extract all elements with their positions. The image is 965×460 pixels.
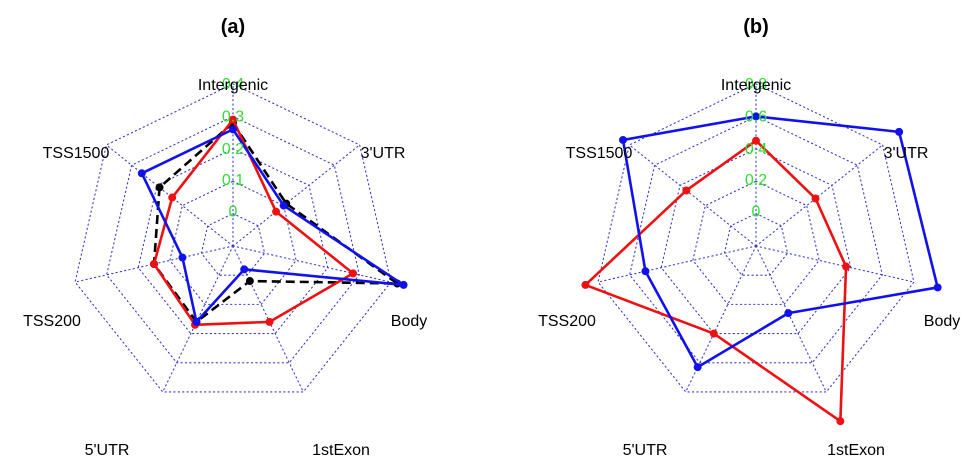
data-point — [229, 115, 237, 124]
data-point — [933, 283, 942, 292]
grid-ring — [169, 180, 297, 305]
grid-ring — [723, 212, 789, 276]
data-point — [895, 127, 904, 136]
category-label: 3'UTR — [884, 145, 929, 162]
grid-ring — [200, 212, 266, 276]
category-label: Body — [924, 313, 960, 330]
data-point — [272, 207, 281, 216]
category-label: Intergenic — [721, 77, 791, 94]
category-label: TSS1500 — [43, 145, 110, 162]
category-label: TSS1500 — [566, 145, 633, 162]
data-point — [245, 277, 254, 286]
category-label: Intergenic — [198, 77, 268, 94]
grid-spoke — [232, 245, 392, 283]
grid-spoke — [755, 245, 915, 283]
grid-ring — [629, 115, 883, 364]
data-point — [265, 317, 274, 326]
tick-label: 0 — [752, 204, 761, 221]
tick-label: 0.1 — [222, 172, 244, 189]
series-line — [584, 139, 848, 423]
data-point — [619, 135, 628, 144]
series-0 — [581, 136, 851, 426]
series-line — [152, 118, 355, 327]
category-label: 3'UTR — [361, 145, 406, 162]
grid-spoke — [162, 245, 234, 393]
radar-grid — [597, 83, 915, 393]
grid-ring — [692, 180, 820, 305]
grid-spoke — [74, 245, 234, 283]
data-point — [752, 136, 760, 145]
grid-spoke — [755, 144, 884, 247]
series-line — [152, 121, 399, 324]
category-label: Body — [391, 313, 427, 330]
data-point — [192, 317, 201, 326]
series-2 — [137, 125, 408, 326]
data-point — [279, 201, 288, 210]
series-1 — [150, 115, 358, 329]
grid-ring — [597, 83, 915, 393]
data-point — [581, 280, 590, 289]
category-labels: Intergenic 3'UTR Body 1stExon 5'UTR TSS200 TSS… — [538, 77, 960, 459]
tick-label: 0.4 — [222, 76, 244, 93]
tick-label: 0.4 — [745, 141, 767, 158]
grid-ring — [106, 115, 360, 364]
tick-label: 0 — [229, 204, 238, 221]
category-label: 5'UTR — [85, 442, 130, 459]
data-point — [155, 183, 164, 192]
data-point — [229, 125, 237, 134]
category-label: 5'UTR — [623, 442, 668, 459]
data-point — [150, 260, 159, 269]
grid-ring — [74, 83, 392, 393]
chart-title: (a) — [221, 16, 245, 38]
data-point — [168, 193, 177, 202]
grid-spoke — [105, 144, 234, 247]
data-point — [641, 267, 650, 276]
grid-ring — [137, 148, 329, 335]
data-point — [682, 186, 691, 195]
tick-label: 0.6 — [745, 108, 767, 125]
tick-labels: 0 0.1 0.2 0.3 0.4 — [222, 76, 244, 221]
category-labels: Intergenic 3'UTR Body 1stExon 5'UTR TSS200 TSS… — [23, 77, 427, 459]
data-point — [399, 280, 408, 289]
data-point — [693, 363, 702, 372]
data-point — [784, 309, 793, 318]
grid-spoke — [628, 144, 757, 247]
data-point — [240, 265, 249, 274]
grid-spoke — [685, 245, 757, 393]
data-point — [752, 112, 760, 121]
data-point — [178, 253, 187, 262]
grid-spoke — [755, 245, 827, 393]
chart-title: (b) — [743, 16, 769, 38]
category-label: 1stExon — [827, 442, 885, 459]
data-point — [349, 269, 358, 278]
data-point — [137, 169, 146, 178]
grid-spoke — [232, 144, 361, 247]
series-1 — [619, 112, 942, 372]
category-label: 1stExon — [312, 442, 370, 459]
tick-label: 0.3 — [222, 108, 244, 125]
data-point — [842, 262, 851, 271]
tick-labels: 0 0.2 0.4 0.6 0.8 — [745, 76, 767, 221]
series-line — [140, 128, 405, 324]
series-line — [621, 115, 939, 369]
category-label: TSS200 — [23, 313, 81, 330]
tick-label: 0.8 — [745, 76, 767, 93]
data-point — [709, 329, 718, 338]
data-point — [811, 194, 820, 203]
grid-spoke — [597, 245, 757, 283]
tick-label: 0.2 — [745, 172, 767, 189]
tick-label: 0.2 — [222, 141, 244, 158]
category-label: TSS200 — [538, 313, 596, 330]
data-point — [836, 417, 845, 426]
